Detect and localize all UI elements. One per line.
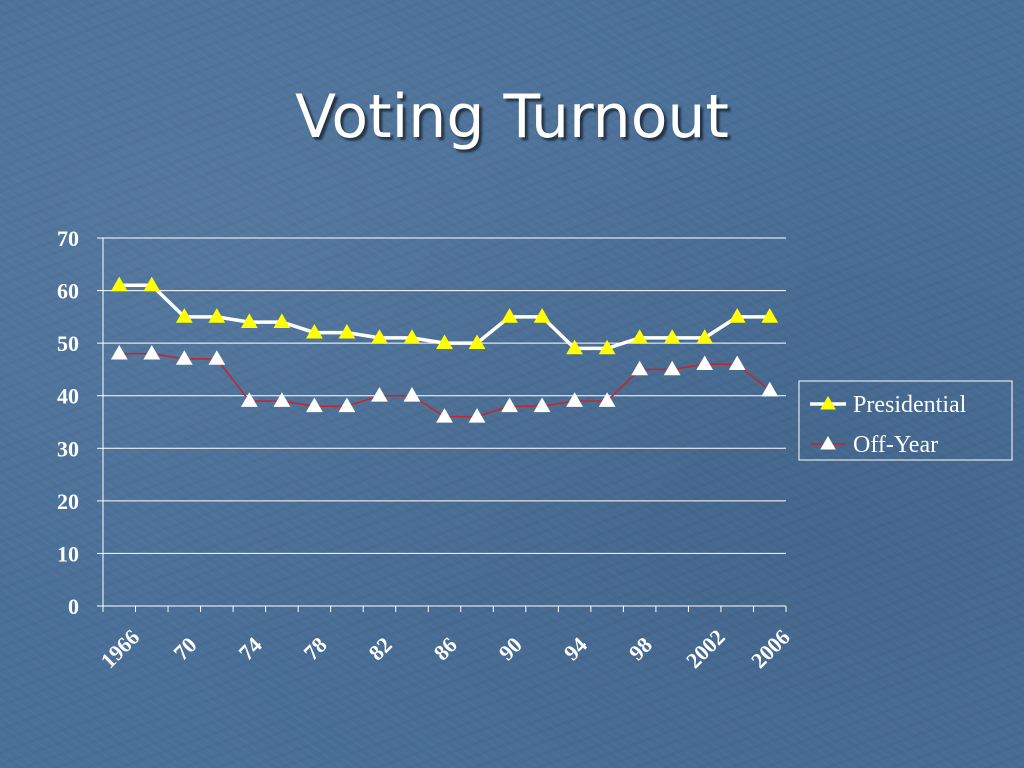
series-layer — [110, 276, 779, 423]
data-point-marker — [761, 308, 779, 323]
data-point-marker — [728, 355, 746, 371]
legend-label: Off-Year — [853, 432, 938, 458]
legend-marker — [820, 395, 836, 410]
data-point-marker — [338, 397, 356, 413]
data-point-marker — [533, 308, 551, 323]
data-point-marker — [631, 329, 649, 344]
data-point-marker — [273, 392, 291, 407]
legend-marker — [820, 435, 836, 450]
data-point-marker — [663, 360, 681, 376]
y-tick-label: 60 — [57, 279, 79, 304]
x-tick-label: 82 — [364, 632, 397, 665]
data-point-marker — [533, 397, 551, 413]
data-point-marker — [663, 329, 681, 344]
data-point-marker — [696, 329, 714, 344]
data-point-marker — [240, 392, 258, 407]
data-point-marker — [468, 334, 486, 350]
y-tick-label: 50 — [57, 331, 79, 356]
data-point-marker — [273, 313, 291, 328]
x-tick-label: 74 — [233, 632, 266, 665]
data-point-marker — [208, 308, 226, 323]
y-tick-label: 0 — [68, 594, 79, 619]
data-point-marker — [175, 308, 193, 323]
y-tick-label: 30 — [57, 436, 79, 461]
x-tick-label: 94 — [559, 632, 592, 665]
legend-box — [798, 380, 1013, 461]
data-point-marker — [468, 408, 486, 423]
data-point-marker — [566, 392, 583, 407]
x-tick-label: 2006 — [746, 624, 795, 673]
data-point-marker — [403, 387, 421, 402]
data-point-marker — [143, 344, 161, 360]
data-point-marker — [566, 339, 583, 355]
data-point-marker — [306, 397, 323, 413]
data-point-marker — [208, 350, 226, 365]
y-tick-label: 10 — [57, 541, 79, 566]
data-point-marker — [696, 355, 714, 371]
x-tick-label: 78 — [298, 632, 331, 665]
x-tick-label: 98 — [624, 632, 657, 665]
legend: Presidential Off-Year — [798, 380, 1013, 461]
data-point-marker — [436, 408, 453, 423]
data-point-marker — [631, 360, 649, 376]
data-point-marker — [403, 329, 421, 344]
data-point-marker — [338, 323, 356, 339]
data-point-marker — [598, 339, 616, 355]
slide-title: Voting Turnout — [295, 82, 729, 152]
x-tick-label: 90 — [494, 632, 527, 665]
data-point-marker — [306, 323, 323, 339]
legend-label: Presidential — [853, 392, 967, 418]
y-tick-label: 40 — [57, 384, 79, 409]
data-point-marker — [175, 350, 193, 365]
axes: 0 10 20 30 40 50 60 70 1966 70 74 78 82 86 90 94 98 2002 2… — [57, 226, 795, 673]
data-point-marker — [371, 329, 388, 344]
data-point-marker — [110, 276, 128, 292]
data-point-marker — [728, 308, 746, 323]
x-tick-label: 86 — [429, 632, 462, 665]
series-off-year — [110, 344, 779, 423]
data-point-marker — [371, 387, 388, 402]
data-point-marker — [436, 334, 453, 350]
data-point-marker — [240, 313, 258, 328]
x-tick-label: 70 — [168, 632, 201, 665]
data-point-marker — [598, 392, 616, 407]
data-point-marker — [761, 381, 779, 397]
series-presidential — [110, 276, 779, 355]
data-point-marker — [110, 344, 128, 360]
x-tick-label: 2002 — [681, 624, 730, 673]
y-tick-label: 20 — [57, 489, 79, 514]
x-tick-label: 1966 — [96, 624, 145, 673]
data-point-marker — [143, 276, 161, 292]
y-tick-label: 70 — [57, 226, 79, 251]
data-point-marker — [501, 397, 518, 413]
data-point-marker — [501, 308, 518, 323]
